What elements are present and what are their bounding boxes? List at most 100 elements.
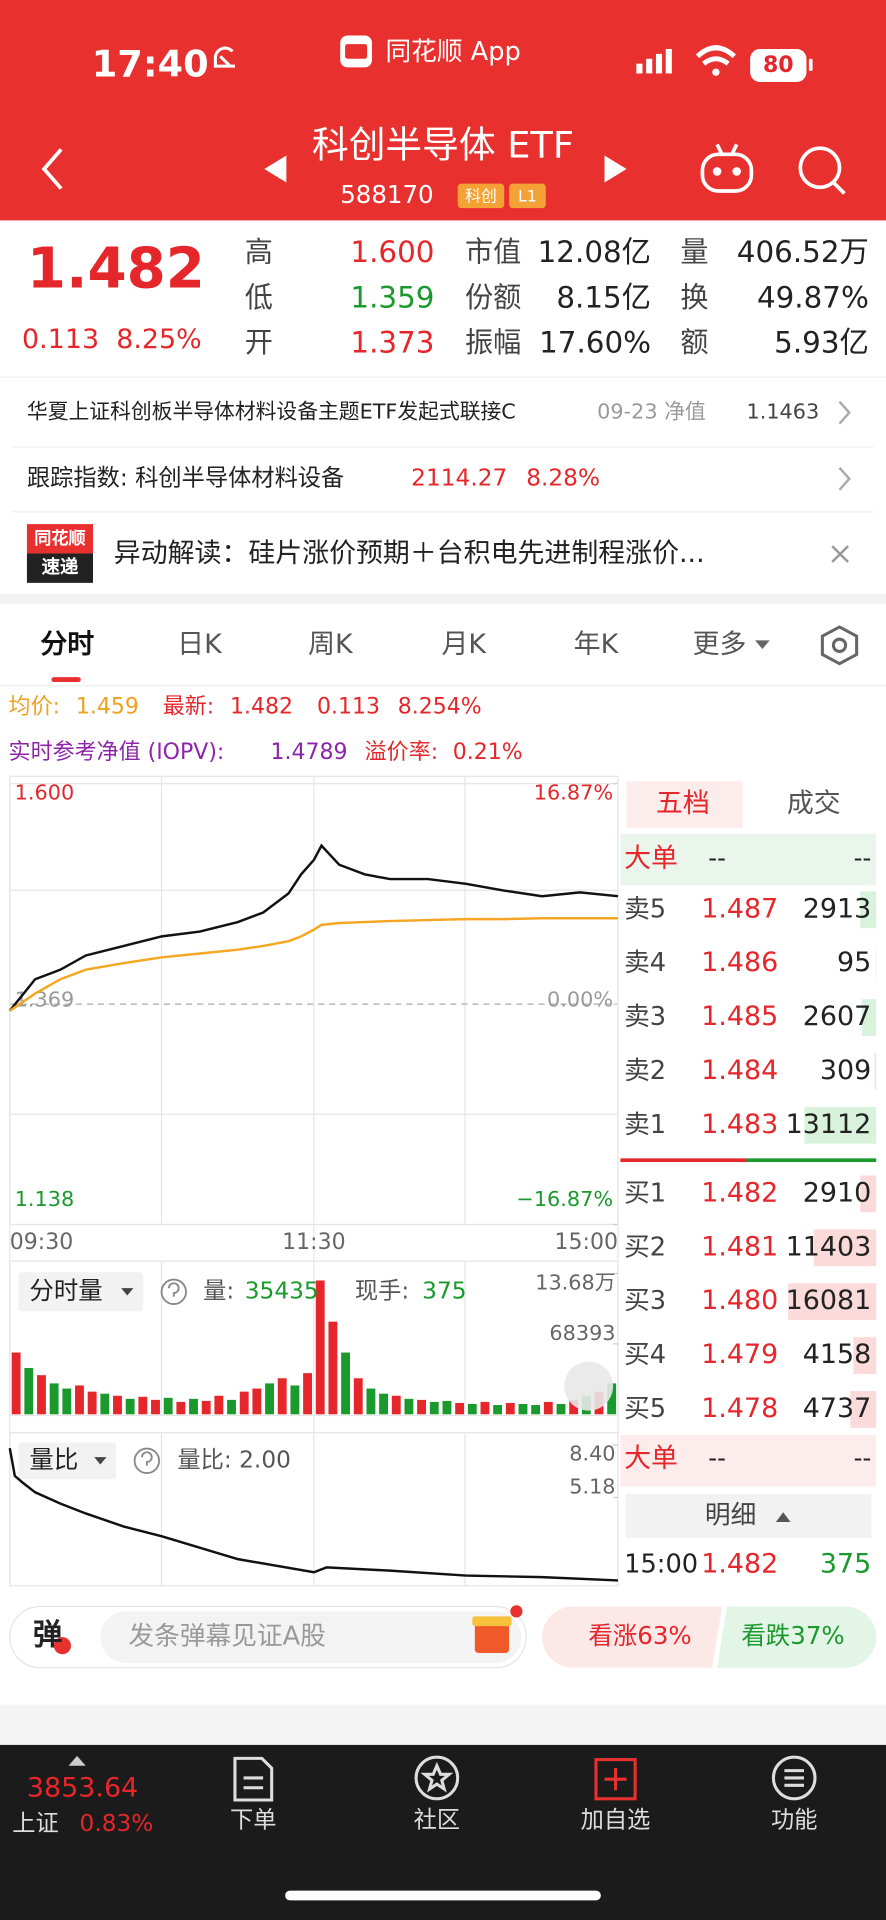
help-icon[interactable] (133, 1447, 161, 1474)
volume-bar (290, 1385, 300, 1415)
selector-arrow (94, 1457, 107, 1465)
book-price: 1.478 (701, 1393, 778, 1424)
volume-bar (163, 1397, 173, 1415)
book-volume: 95 (837, 947, 871, 978)
iopv-value: 1.4789 (270, 740, 347, 765)
premium-value: 0.21% (453, 740, 523, 765)
app-logo-inner (345, 44, 368, 59)
detail-bg[interactable] (625, 1493, 872, 1538)
hand-value: 375 (422, 1277, 466, 1304)
volume-bar (75, 1385, 84, 1415)
selector-arrow (121, 1288, 134, 1296)
avg-value: 1.459 (76, 695, 139, 720)
volume-bar (201, 1400, 211, 1415)
volume-bar (113, 1395, 122, 1415)
news-badge-bottom (26, 553, 94, 583)
tab[interactable]: 分时 (40, 629, 94, 660)
volume-bar (176, 1401, 186, 1415)
prev-stock[interactable] (264, 155, 287, 183)
volume-bar (189, 1398, 198, 1415)
ratio-selector[interactable] (18, 1442, 117, 1480)
index-name: 上证 (12, 1810, 59, 1837)
bull-label: 看涨63% (588, 1621, 691, 1650)
y2-tick-label: −16.87% (516, 1187, 613, 1211)
book-level: 卖3 (624, 1002, 666, 1032)
nav-date: 09-23 净值 (597, 400, 706, 424)
header-bg (0, 0, 886, 221)
gift-lid (472, 1616, 512, 1627)
y-tick-label: 8.40 (569, 1442, 615, 1466)
book-price: 1.487 (701, 893, 778, 924)
volume-bar (455, 1402, 465, 1415)
depth-bar (860, 891, 877, 929)
chevron[interactable] (838, 400, 851, 425)
series-line (9, 917, 618, 1012)
ratio-value: 量比: 2.00 (177, 1446, 290, 1473)
bull-button[interactable] (542, 1606, 723, 1668)
book-level: 买4 (624, 1340, 666, 1370)
big-order-label: 大单 (624, 1443, 678, 1474)
tab[interactable]: 周K (308, 629, 354, 660)
volume-bar (391, 1395, 401, 1415)
x-tick-label: 09:30 (10, 1230, 73, 1255)
ratio-selector-label: 量比 (29, 1445, 78, 1474)
gift-icon[interactable] (474, 1623, 510, 1654)
book-price: 1.482 (701, 1177, 778, 1208)
bear-button[interactable] (717, 1606, 877, 1668)
book-level: 卖1 (624, 1110, 666, 1140)
back-button[interactable] (41, 148, 63, 190)
volume-bar (227, 1399, 236, 1415)
tab[interactable]: 月K (442, 629, 488, 660)
depth-bar (850, 1391, 877, 1428)
depth-bar (813, 1229, 877, 1267)
nav-label[interactable]: 社区 (414, 1806, 461, 1833)
price-change-pct: 8.25% (116, 324, 202, 355)
book-price: 1.483 (701, 1109, 778, 1140)
book-tab: 成交 (787, 788, 841, 819)
y-tick-label: 68393 (549, 1321, 615, 1345)
nav-label[interactable]: 加自选 (581, 1806, 651, 1833)
stat-label: 市值 (465, 235, 521, 268)
book-level: 卖4 (624, 948, 666, 978)
add-watch-plus (604, 1768, 627, 1791)
tab[interactable]: 更多 (693, 629, 747, 660)
nav-label[interactable]: 功能 (771, 1806, 818, 1833)
search-button[interactable] (798, 146, 846, 195)
y-tick-label: 1.369 (15, 987, 75, 1011)
close-news[interactable] (831, 545, 849, 563)
stock-code: 588170 (340, 180, 433, 209)
y2-tick-label: 0.00% (547, 987, 613, 1011)
help-icon[interactable] (160, 1278, 187, 1305)
depth-bar (875, 945, 877, 983)
nav-value: 1.1463 (746, 400, 819, 424)
big-order-value: -- (854, 844, 872, 873)
next-stock[interactable] (604, 155, 627, 183)
tab[interactable]: 年K (574, 629, 620, 660)
news-badge-top (26, 524, 94, 554)
stat-label: 高 (245, 235, 273, 268)
chevron[interactable] (838, 466, 851, 491)
detail-arrow (775, 1512, 791, 1523)
volume-label: 量: (203, 1277, 234, 1304)
robot-button[interactable] (700, 143, 754, 193)
volume-selector[interactable] (18, 1272, 144, 1312)
volume-bar (493, 1405, 503, 1415)
book-price: 1.480 (701, 1285, 778, 1316)
book-price: 1.479 (701, 1339, 778, 1370)
add-watch-icon[interactable] (594, 1758, 637, 1801)
index-pct: 0.83% (80, 1810, 154, 1837)
expand-button[interactable] (564, 1361, 614, 1411)
series-line (8, 1447, 619, 1582)
x-tick-label: 11:30 (282, 1230, 345, 1255)
tag: 科创 (465, 187, 497, 206)
more-arrow (755, 640, 770, 649)
tab[interactable]: 日K (177, 629, 223, 660)
nav-label[interactable]: 下单 (230, 1806, 277, 1833)
volume-bar (100, 1393, 110, 1415)
volume-bar (277, 1378, 287, 1415)
settings-button[interactable] (820, 625, 859, 666)
danmu-input[interactable] (100, 1611, 522, 1663)
book-price: 1.485 (701, 1001, 778, 1032)
stat-label: 低 (245, 281, 273, 314)
book-price: 1.484 (701, 1055, 778, 1086)
